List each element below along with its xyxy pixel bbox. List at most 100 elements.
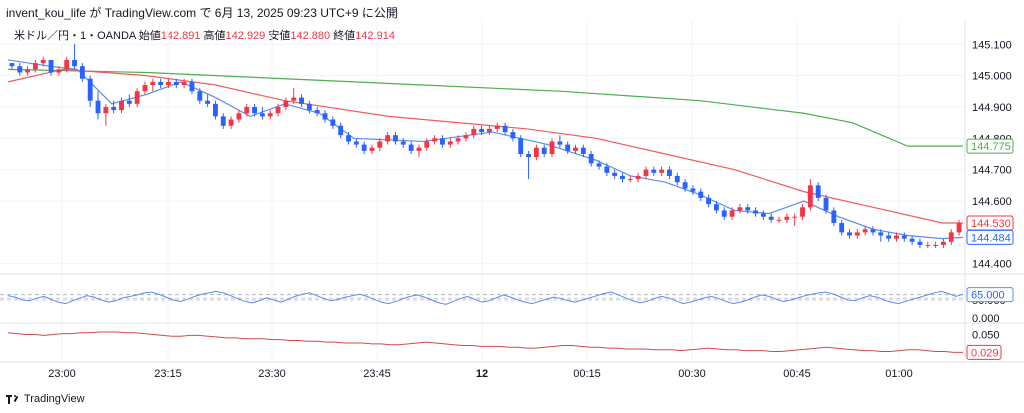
high-label: 高値 (203, 30, 226, 42)
time-tick-label: 23:15 (154, 368, 182, 380)
candle-body (909, 238, 915, 242)
high-value: 142.929 (225, 30, 266, 42)
candle-body (604, 166, 610, 173)
time-tick-label: 23:45 (363, 368, 391, 380)
lower-tick-label: 0.050 (972, 330, 1000, 342)
time-tick-label: 23:00 (48, 368, 76, 380)
candle-body (831, 210, 837, 223)
candle-body (416, 147, 422, 151)
candle-body (854, 232, 860, 236)
price-badge-ma_fast (966, 229, 1014, 245)
candle-body (713, 204, 719, 211)
candle-body (776, 219, 782, 221)
candle-body (815, 185, 821, 198)
candle-body (150, 81, 156, 86)
price-tick-label: 144.900 (972, 102, 1012, 114)
candle-body (353, 141, 359, 145)
candle-body (64, 59, 70, 70)
ma-fast-line (7, 59, 964, 240)
candle-body (9, 63, 15, 67)
candle-body (126, 100, 132, 104)
candle-body (173, 81, 179, 86)
candle-body (158, 81, 164, 86)
candle-body (56, 69, 62, 73)
osc-tick-label: 0.000 (972, 313, 1000, 325)
candle-body (768, 216, 774, 220)
header-tail: に公開 (358, 6, 398, 20)
time-tick-label: 00:45 (783, 368, 811, 380)
candle-body (635, 175, 641, 180)
candle-body (181, 81, 187, 86)
osc-level-badge (966, 287, 1014, 303)
candle-body (627, 179, 633, 181)
brand-text: TradingView (24, 393, 85, 405)
candle-body (612, 172, 618, 176)
candle-body (682, 182, 688, 189)
candle-body (565, 144, 571, 151)
candle-body (917, 241, 923, 245)
candle-body (760, 213, 766, 217)
candle-body (220, 116, 226, 126)
candle-body (103, 106, 109, 114)
open-label: 始値 (138, 30, 161, 42)
candle-body (95, 100, 101, 114)
candle-body (526, 154, 531, 158)
candle-body (25, 69, 30, 73)
candle-body (259, 113, 265, 117)
ma-mid-line (7, 68, 963, 224)
candle-body (393, 135, 398, 142)
candle-body (839, 222, 845, 233)
candle-body (189, 81, 195, 92)
candle-body (674, 175, 680, 183)
candle-body (479, 128, 485, 133)
candle-body (659, 169, 665, 173)
candle-body (948, 232, 954, 242)
candle-body (455, 138, 461, 142)
candle-body (729, 210, 735, 217)
candle-body (306, 103, 312, 111)
time-tick-label: 12 (476, 368, 488, 380)
price-tick-label: 144.400 (972, 259, 1012, 271)
candle-body (48, 59, 54, 73)
candle-body (236, 113, 242, 120)
candle-body (901, 235, 907, 239)
candle-body (878, 232, 884, 236)
candle-body (134, 91, 140, 104)
ohlc-legend: 米ドル／円・1・OANDA 始値142.891 高値142.929 安値142.… (14, 27, 395, 43)
candle-body (314, 110, 320, 114)
candle-body (283, 100, 289, 107)
candle-body (432, 138, 438, 142)
candle-body (228, 119, 234, 126)
osc-level-text: 65.000 (971, 290, 1005, 302)
candle-body (267, 113, 273, 117)
candle-body (291, 97, 297, 101)
candle-body (549, 141, 555, 154)
low-value: 142.880 (290, 30, 331, 42)
low-label: 安値 (268, 30, 291, 42)
candle-body (823, 197, 829, 211)
candle-body (166, 81, 171, 86)
candle-body (510, 132, 516, 139)
candle-body (925, 244, 931, 246)
price-badge-text-ma_slow: 144.775 (971, 141, 1011, 153)
candle-body (72, 59, 77, 67)
candle-body (400, 141, 406, 145)
candle-body (142, 85, 148, 92)
branding: TradingView (6, 393, 85, 405)
candle-body (369, 147, 375, 151)
candle-body (87, 78, 93, 101)
candle-body (533, 147, 539, 158)
candle-body (502, 125, 508, 133)
candle-body (745, 207, 751, 211)
price-badge-text-ma_fast: 144.484 (971, 232, 1011, 244)
price-tick-label: 144.700 (972, 165, 1012, 177)
candle-body (447, 141, 453, 145)
candle-body (486, 128, 492, 133)
oscillator-line (7, 290, 964, 305)
candle-body (557, 141, 563, 145)
author-name: invent_kou_life (6, 6, 87, 20)
candle-body (541, 147, 547, 154)
header-sep-2: で (196, 6, 215, 20)
candle-body (941, 241, 946, 245)
